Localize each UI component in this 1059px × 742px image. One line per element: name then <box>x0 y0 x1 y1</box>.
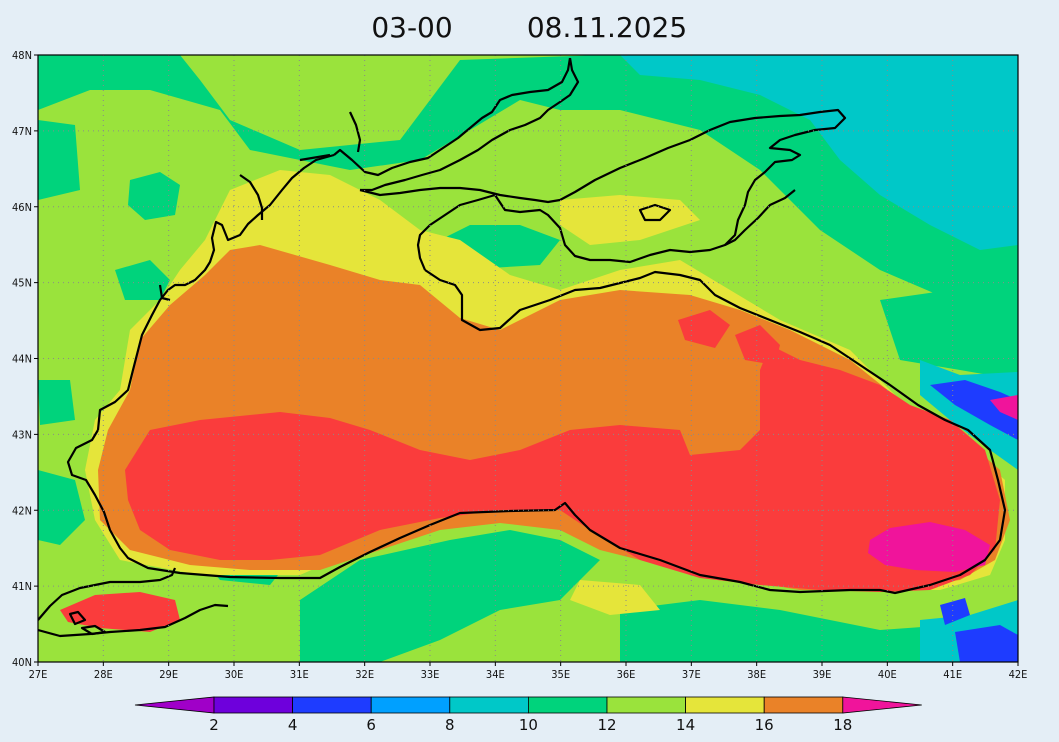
colorbar-label: 12 <box>597 716 616 734</box>
latitude-tick-label: 48N <box>12 49 32 62</box>
latitude-tick-label: 40N <box>12 656 32 669</box>
colorbar-max-arrow <box>842 696 922 714</box>
latitude-tick-label: 45N <box>12 277 32 290</box>
temperature-field-4-6 <box>930 380 1018 662</box>
longitude-tick-label: 27E <box>29 668 48 681</box>
longitude-tick-label: 34E <box>486 668 505 681</box>
longitude-tick-label: 31E <box>290 668 309 681</box>
colorbar-segment <box>606 696 686 714</box>
longitude-tick-label: 39E <box>813 668 832 681</box>
colorbar-segment <box>763 696 844 714</box>
colorbar-segment <box>449 696 529 714</box>
latitude-tick-label: 46N <box>12 201 32 214</box>
colorbar-label: 2 <box>209 716 219 734</box>
colorbar: 2 4 6 8 10 12 14 16 18 <box>134 696 922 734</box>
longitude-tick-label: 32E <box>355 668 374 681</box>
colorbar-label: 4 <box>288 716 298 734</box>
longitude-tick-label: 40E <box>878 668 897 681</box>
longitude-tick-label: 37E <box>682 668 701 681</box>
title-run: 03-00 <box>371 11 452 44</box>
temperature-field-16-18 <box>60 310 1000 632</box>
latitude-tick-label: 47N <box>12 125 32 138</box>
longitude-tick-label: 29E <box>159 668 178 681</box>
longitude-tick-label: 38E <box>747 668 766 681</box>
colorbar-segment <box>370 696 451 714</box>
latitude-axis: 40N 41N 42N 43N 44N 45N 46N 47N 48N <box>12 49 38 669</box>
colorbar-segment <box>685 696 765 714</box>
colorbar-label: 6 <box>366 716 376 734</box>
colorbar-label: 8 <box>445 716 455 734</box>
colorbar-segment <box>528 696 608 714</box>
colorbar-label: 14 <box>676 716 695 734</box>
temperature-field-18-plus-east <box>990 395 1018 420</box>
longitude-tick-label: 30E <box>225 668 244 681</box>
latitude-tick-label: 43N <box>12 428 32 441</box>
title-date: 08.11.2025 <box>527 11 687 44</box>
colorbar-label: 18 <box>833 716 852 734</box>
colorbar-label: 16 <box>755 716 774 734</box>
latitude-tick-label: 41N <box>12 580 32 593</box>
colorbar-segment <box>292 696 372 714</box>
longitude-tick-label: 41E <box>943 668 962 681</box>
latitude-tick-label: 44N <box>12 353 32 366</box>
colorbar-segment <box>213 696 293 714</box>
longitude-tick-label: 35E <box>551 668 570 681</box>
longitude-axis: 27E 28E 29E 30E 31E 32E 33E 34E 35E 36E 37E 38E 39E 4… <box>29 662 1028 681</box>
map-panel <box>38 55 1018 662</box>
latitude-tick-label: 42N <box>12 504 32 517</box>
colorbar-label: 10 <box>519 716 538 734</box>
longitude-tick-label: 42E <box>1009 668 1028 681</box>
temperature-field-18-plus <box>868 522 990 572</box>
graticule <box>38 55 1018 662</box>
longitude-tick-label: 33E <box>421 668 440 681</box>
longitude-tick-label: 28E <box>94 668 113 681</box>
longitude-tick-label: 36E <box>617 668 636 681</box>
colorbar-min-arrow <box>134 696 215 714</box>
